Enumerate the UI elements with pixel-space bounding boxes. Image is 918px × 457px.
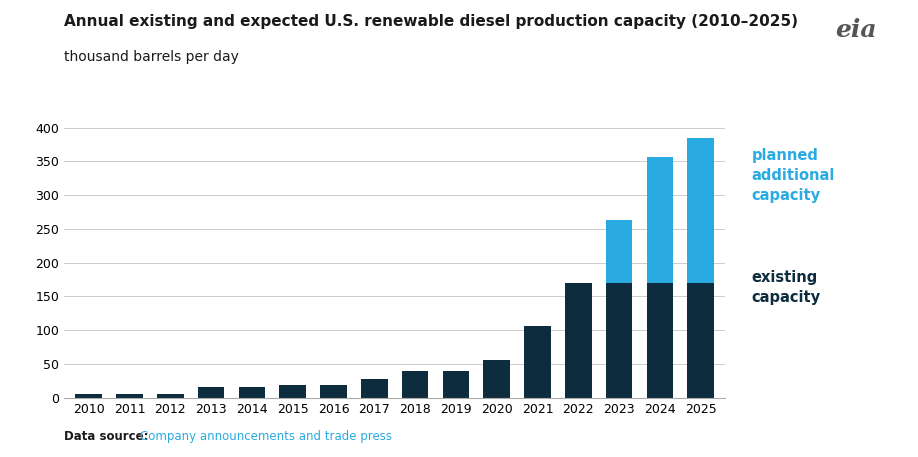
Bar <box>279 385 306 398</box>
Bar <box>157 394 184 398</box>
Text: thousand barrels per day: thousand barrels per day <box>64 50 239 64</box>
Bar <box>646 157 673 283</box>
Bar <box>239 387 265 398</box>
Bar <box>117 393 143 398</box>
Bar <box>646 283 673 398</box>
Bar <box>402 371 429 398</box>
Text: Data source:: Data source: <box>64 430 149 443</box>
Text: existing
capacity: existing capacity <box>752 270 821 305</box>
Bar <box>688 283 714 398</box>
Bar <box>442 371 469 398</box>
Bar <box>524 326 551 398</box>
Bar <box>565 283 591 398</box>
Text: eia: eia <box>835 18 877 43</box>
Text: planned
additional
capacity: planned additional capacity <box>752 148 835 203</box>
Bar <box>606 283 633 398</box>
Bar <box>484 361 510 398</box>
Text: Company announcements and trade press: Company announcements and trade press <box>140 430 392 443</box>
Text: Annual existing and expected U.S. renewable diesel production capacity (2010–202: Annual existing and expected U.S. renewa… <box>64 14 799 29</box>
Bar <box>606 220 633 283</box>
Bar <box>75 394 102 398</box>
Bar <box>361 379 387 398</box>
Bar <box>320 385 347 398</box>
Bar <box>688 138 714 283</box>
Bar <box>198 388 224 398</box>
